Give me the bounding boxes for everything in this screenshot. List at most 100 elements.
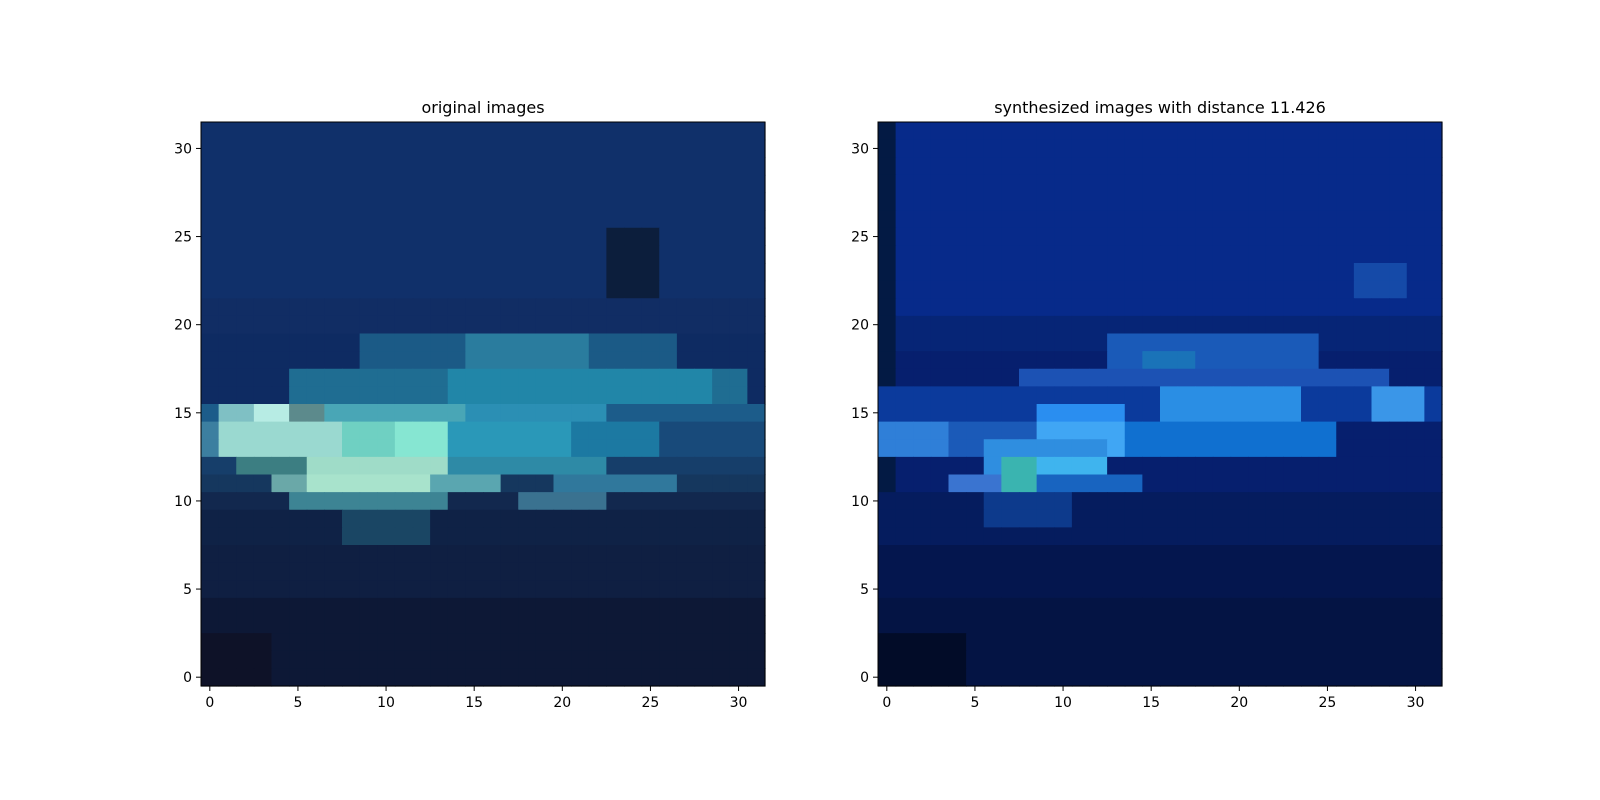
pixel-cell xyxy=(253,315,273,335)
pixel-cell xyxy=(1301,527,1320,546)
pixel-cell xyxy=(483,650,502,669)
pixel-cell xyxy=(641,210,660,229)
pixel-cell xyxy=(641,562,660,581)
pixel-cell xyxy=(1336,280,1355,299)
pixel-image xyxy=(201,122,766,687)
pixel-cell xyxy=(1230,633,1249,652)
pixel-cell xyxy=(430,298,449,317)
pixel-cell xyxy=(1124,527,1143,546)
pixel-cell xyxy=(553,580,572,599)
pixel-cell xyxy=(553,456,572,476)
pixel-cell xyxy=(1195,227,1214,246)
pixel-cell xyxy=(1089,333,1108,352)
pixel-cell xyxy=(1054,580,1073,599)
pixel-cell xyxy=(1283,122,1302,141)
pixel-cell xyxy=(1283,492,1302,511)
pixel-cell xyxy=(359,333,378,352)
pixel-cell xyxy=(930,333,950,352)
pixel-cell xyxy=(1301,668,1320,687)
pixel-cell xyxy=(1212,192,1232,211)
pixel-cell xyxy=(412,527,431,546)
pixel-cell xyxy=(913,650,932,669)
pixel-cell xyxy=(377,174,396,194)
pixel-cell xyxy=(1389,263,1408,282)
pixel-cell xyxy=(1001,668,1020,687)
pixel-cell xyxy=(1265,245,1284,264)
pixel-cell xyxy=(1406,650,1425,669)
pixel-cell xyxy=(641,421,660,440)
pixel-cell xyxy=(483,439,502,458)
pixel-cell xyxy=(306,527,325,546)
pixel-cell xyxy=(571,368,590,387)
pixel-cell xyxy=(1089,668,1108,687)
pixel-cell xyxy=(1001,227,1020,246)
pixel-cell xyxy=(1371,668,1390,687)
pixel-cell xyxy=(712,633,731,652)
pixel-cell xyxy=(694,527,713,546)
pixel-cell xyxy=(359,298,378,317)
pixel-cell xyxy=(1001,245,1020,264)
pixel-cell xyxy=(394,351,414,370)
pixel-cell xyxy=(694,633,713,652)
pixel-cell xyxy=(218,597,237,617)
pixel-cell xyxy=(1019,227,1038,246)
pixel-cell xyxy=(1353,139,1373,158)
pixel-cell xyxy=(878,263,897,282)
pixel-cell xyxy=(1389,668,1408,687)
pixel-cell xyxy=(1177,668,1196,687)
pixel-cell xyxy=(1071,263,1091,282)
pixel-cell xyxy=(588,315,607,335)
pixel-cell xyxy=(1177,421,1196,440)
pixel-cell xyxy=(201,615,220,634)
pixel-cell xyxy=(324,139,343,158)
pixel-cell xyxy=(1036,580,1055,599)
pixel-cell xyxy=(1230,351,1249,370)
pixel-cell xyxy=(1248,227,1267,246)
pixel-cell xyxy=(1248,509,1267,528)
pixel-cell xyxy=(1036,157,1055,176)
pixel-cell xyxy=(729,298,748,317)
pixel-cell xyxy=(1301,192,1320,211)
pixel-cell xyxy=(306,580,325,599)
pixel-cell xyxy=(1301,157,1320,176)
pixel-cell xyxy=(659,509,678,528)
pixel-cell xyxy=(1336,545,1355,564)
pixel-cell xyxy=(535,474,555,493)
pixel-cell xyxy=(1089,351,1108,370)
pixel-cell xyxy=(377,263,396,282)
pixel-cell xyxy=(253,633,273,652)
pixel-cell xyxy=(1353,227,1373,246)
pixel-cell xyxy=(694,227,713,246)
pixel-cell xyxy=(518,545,537,564)
pixel-cell xyxy=(253,492,273,511)
pixel-cell xyxy=(966,562,985,581)
pixel-cell xyxy=(913,315,932,335)
pixel-cell xyxy=(1265,298,1284,317)
pixel-cell xyxy=(1071,280,1091,299)
pixel-cell xyxy=(500,280,519,299)
pixel-cell xyxy=(729,492,748,511)
pixel-cell xyxy=(1353,421,1373,440)
pixel-cell xyxy=(913,227,932,246)
pixel-cell xyxy=(394,245,414,264)
pixel-cell xyxy=(271,615,290,634)
pixel-cell xyxy=(1424,492,1443,511)
pixel-cell xyxy=(747,210,766,229)
original-images-panel: original images 0 5 10 15 20 25 30 05101520253… xyxy=(174,98,766,711)
pixel-cell xyxy=(1283,597,1302,617)
pixel-cell xyxy=(1036,139,1055,158)
pixel-cell xyxy=(712,474,731,493)
pixel-cell xyxy=(588,597,607,617)
pixel-cell xyxy=(253,368,273,387)
pixel-cell xyxy=(447,157,466,176)
pixel-cell xyxy=(1089,633,1108,652)
pixel-cell xyxy=(447,263,466,282)
pixel-cell xyxy=(1212,456,1232,476)
pixel-cell xyxy=(659,192,678,211)
pixel-cell xyxy=(377,421,396,440)
pixel-cell xyxy=(895,597,914,617)
x-tick-label: 25 xyxy=(1319,695,1337,711)
pixel-cell xyxy=(253,333,273,352)
pixel-cell xyxy=(676,174,696,194)
pixel-cell xyxy=(1371,192,1390,211)
